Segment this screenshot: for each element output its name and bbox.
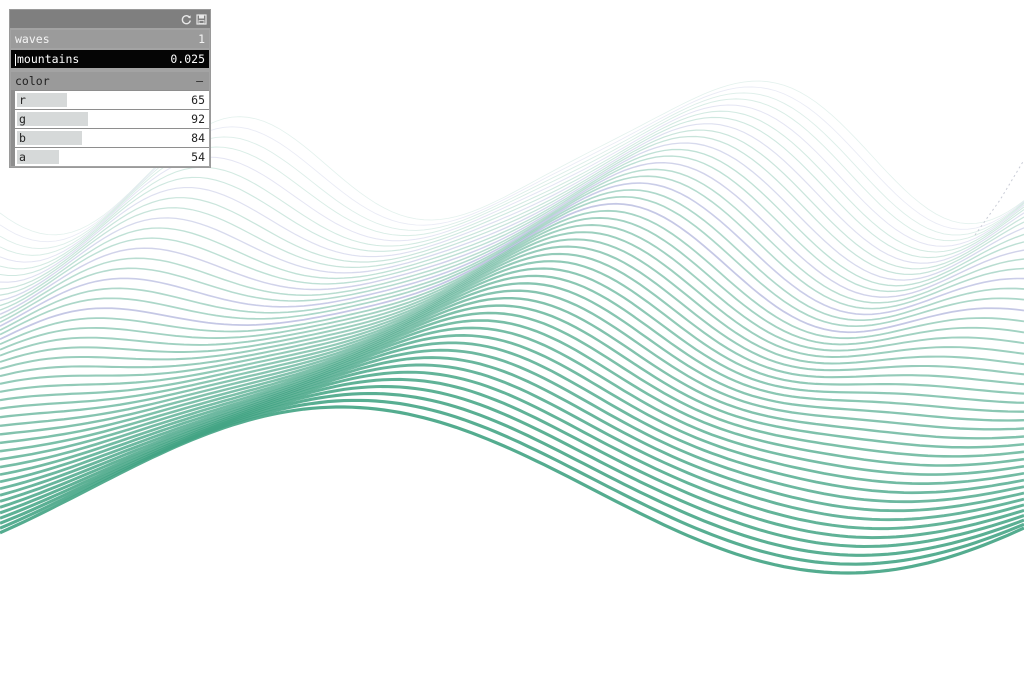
- slider-a-fill: [17, 150, 59, 164]
- slider-a-label: a: [19, 150, 26, 164]
- wave-line: [0, 142, 1024, 302]
- slider-b-label: b: [19, 131, 26, 145]
- wave-line: [0, 202, 1024, 340]
- wave-line: [0, 123, 1024, 283]
- slider-g-label: g: [19, 112, 26, 126]
- waves-field[interactable]: waves 1: [11, 30, 209, 48]
- slider-b[interactable]: b 84: [15, 129, 209, 147]
- slider-r-label: r: [19, 93, 26, 107]
- wave-line: [0, 155, 1024, 311]
- color-folder-header[interactable]: color –: [11, 72, 209, 90]
- wave-line: [0, 161, 1024, 315]
- wave-line: [0, 363, 1024, 522]
- wave-line: [0, 175, 1024, 323]
- slider-r-value: 65: [191, 93, 205, 107]
- settings-panel: waves 1 mountains 0.025 color – r 65 g 9…: [9, 9, 211, 168]
- wave-line: [0, 195, 1024, 336]
- wave-line: [0, 231, 1024, 363]
- slider-g[interactable]: g 92: [15, 110, 209, 128]
- slider-a[interactable]: a 54: [15, 148, 209, 166]
- wave-line: [0, 224, 1024, 357]
- wave-line: [0, 238, 1024, 370]
- wave-line: [0, 245, 1024, 378]
- wave-line: [0, 304, 1024, 449]
- collapse-icon[interactable]: –: [196, 74, 203, 88]
- wave-line: [0, 384, 1024, 549]
- wave-line: [0, 260, 1024, 395]
- wave-line: [0, 370, 1024, 531]
- mountains-label: mountains: [17, 52, 80, 66]
- color-folder-title: color: [15, 74, 50, 88]
- wave-line: [0, 311, 1024, 458]
- wave-line: [0, 341, 1024, 495]
- waves-value: 1: [198, 32, 205, 46]
- wave-line: [0, 148, 1024, 307]
- wave-line: [0, 116, 1024, 277]
- wave-line: [0, 129, 1024, 290]
- text-cursor: [15, 53, 16, 66]
- wave-line: [0, 377, 1024, 540]
- wave-line: [0, 209, 1024, 346]
- wave-line: [0, 334, 1024, 485]
- wave-line: [0, 252, 1024, 386]
- wave-line: [0, 282, 1024, 422]
- slider-b-fill: [17, 131, 82, 145]
- refresh-icon[interactable]: [181, 14, 192, 25]
- panel-titlebar: [10, 10, 210, 28]
- save-icon[interactable]: [196, 13, 207, 25]
- slider-g-fill: [17, 112, 88, 126]
- wave-line: [0, 135, 1024, 296]
- wave-line: [0, 182, 1024, 327]
- wave-line: [0, 289, 1024, 431]
- slider-r[interactable]: r 65: [15, 91, 209, 109]
- mountains-field[interactable]: mountains 0.025: [11, 50, 209, 68]
- wave-line: [0, 189, 1024, 331]
- slider-a-value: 54: [191, 150, 205, 164]
- waves-label: waves: [15, 32, 50, 46]
- color-folder: color – r 65 g 92 b 84 a 54: [11, 72, 209, 166]
- wave-line: [0, 319, 1024, 467]
- wave-line: [0, 267, 1024, 404]
- wave-line: [0, 326, 1024, 476]
- wave-line: [0, 274, 1024, 413]
- slider-g-value: 92: [191, 112, 205, 126]
- wave-line: [0, 216, 1024, 351]
- mountains-value: 0.025: [170, 52, 205, 66]
- wave-line: [0, 110, 1024, 270]
- wave-line: [0, 356, 1024, 513]
- wave-line: [0, 296, 1024, 440]
- wave-line: [0, 168, 1024, 319]
- wave-line: [0, 405, 1024, 575]
- slider-r-fill: [17, 93, 67, 107]
- wave-line: [0, 348, 1024, 504]
- slider-b-value: 84: [191, 131, 205, 145]
